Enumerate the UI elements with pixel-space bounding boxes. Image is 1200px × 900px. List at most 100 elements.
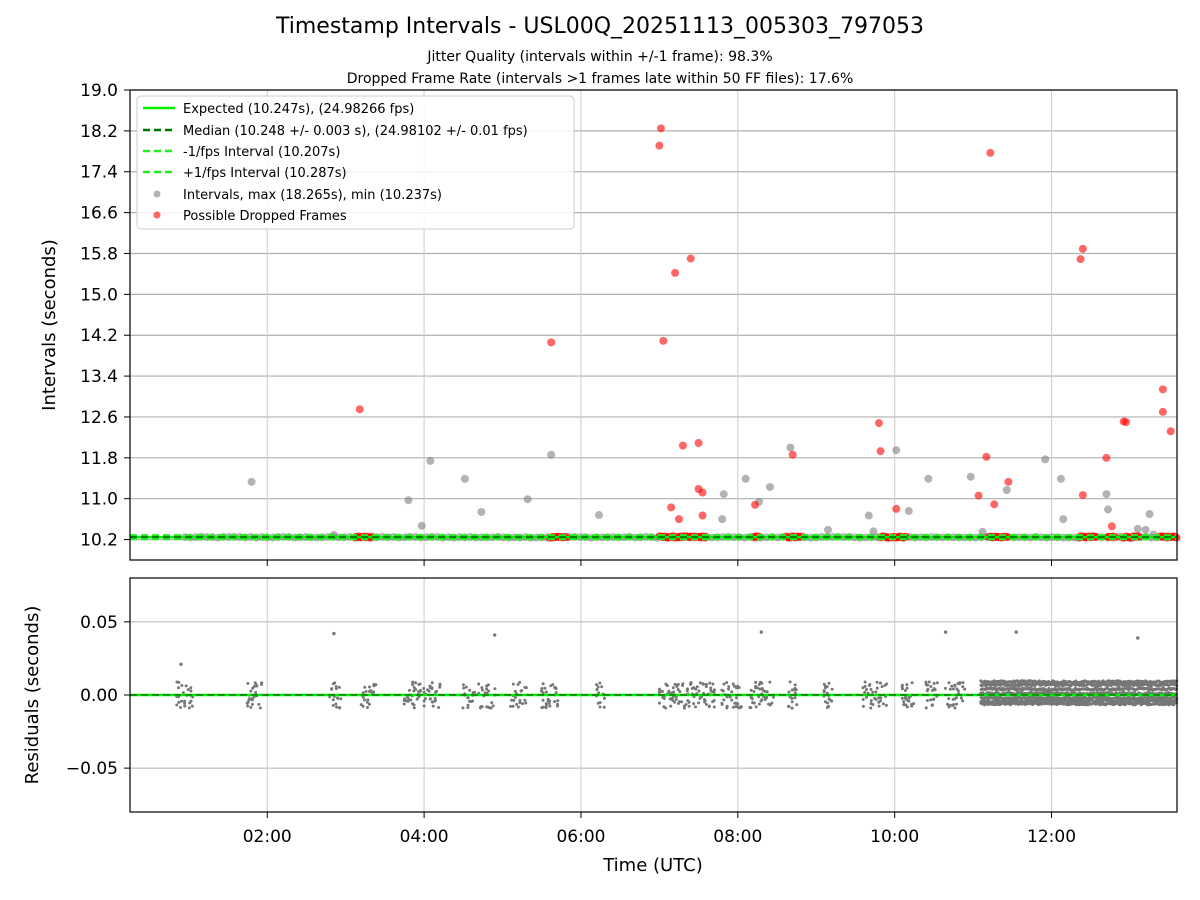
residual-point xyxy=(548,704,552,708)
interval-point xyxy=(547,450,556,459)
residual-point xyxy=(720,702,724,706)
residual-point xyxy=(765,690,769,694)
residual-point xyxy=(461,706,465,710)
interval-point xyxy=(864,511,873,520)
residual-point xyxy=(361,691,365,695)
residual-point xyxy=(676,682,680,686)
residual-point xyxy=(260,681,264,685)
residual-point xyxy=(249,689,253,693)
residual-point xyxy=(961,685,965,689)
residual-point xyxy=(179,699,183,703)
residual-point xyxy=(880,685,884,689)
residual-point xyxy=(765,695,769,699)
residual-point xyxy=(247,697,251,701)
dropped-frame-point xyxy=(1004,477,1013,486)
residual-point xyxy=(184,684,188,688)
residual-point xyxy=(422,690,426,694)
dropped-frame-point xyxy=(355,405,364,414)
residual-point xyxy=(786,704,790,708)
residual-point xyxy=(363,698,367,702)
residual-point xyxy=(466,703,470,707)
residual-point xyxy=(864,687,868,691)
residual-point xyxy=(511,682,515,686)
legend-plus-fps-label: +1/fps Interval (10.287s) xyxy=(183,166,347,181)
residual-outlier-point xyxy=(332,631,336,636)
residual-point xyxy=(595,687,599,691)
residual-point xyxy=(407,688,411,692)
residual-point xyxy=(874,697,878,701)
interval-point xyxy=(978,527,987,536)
residual-point xyxy=(178,705,182,709)
residual-point xyxy=(947,705,951,709)
residual-point xyxy=(367,685,371,689)
dropped-frame-point xyxy=(667,503,676,512)
dropped-frame-point xyxy=(990,500,999,509)
top-y-tick-label: 16.6 xyxy=(80,204,118,224)
residual-point xyxy=(414,688,418,692)
residual-outlier-point xyxy=(759,630,764,634)
residual-point xyxy=(957,681,961,685)
interval-point xyxy=(1041,455,1050,464)
residual-point xyxy=(694,687,698,691)
residual-point xyxy=(953,683,957,687)
residual-point xyxy=(411,683,415,687)
residual-point xyxy=(598,701,602,705)
residual-point xyxy=(749,706,753,710)
residual-point xyxy=(253,681,257,685)
residual-point xyxy=(412,706,416,710)
residual-point xyxy=(667,691,671,695)
residual-point xyxy=(752,690,756,694)
x-tick-label: 12:00 xyxy=(1027,827,1076,847)
residual-point xyxy=(177,686,181,690)
residual-point xyxy=(827,681,831,685)
bottom-y-tick-label: −0.05 xyxy=(66,759,118,779)
residual-point xyxy=(793,696,797,700)
jitter-quality-subtitle: Jitter Quality (intervals within +/-1 fr… xyxy=(427,49,773,65)
top-plot-frame xyxy=(129,89,1178,561)
residual-point xyxy=(950,684,954,688)
residual-point xyxy=(823,700,827,704)
residual-point xyxy=(879,696,883,700)
residual-point xyxy=(367,702,371,706)
legend-minus-fps-label: -1/fps Interval (10.207s) xyxy=(183,145,340,160)
residual-point xyxy=(431,704,435,708)
residual-point xyxy=(756,686,760,690)
residual-outlier-point xyxy=(943,630,948,634)
residual-point xyxy=(409,698,413,702)
interval-point xyxy=(247,477,256,486)
residual-point xyxy=(924,706,928,710)
dropped-frame-point xyxy=(656,124,665,133)
residual-point xyxy=(731,682,735,686)
residual-point xyxy=(255,684,259,688)
residual-point xyxy=(669,704,673,708)
interval-point xyxy=(966,472,975,481)
residual-point xyxy=(903,689,907,693)
residual-point xyxy=(553,700,557,704)
residual-point xyxy=(250,698,254,702)
interval-point xyxy=(460,474,469,483)
residual-point xyxy=(727,685,731,689)
residual-point xyxy=(249,705,253,709)
residual-point xyxy=(428,684,432,688)
residual-point xyxy=(902,700,906,704)
interval-point xyxy=(869,527,878,536)
residual-point xyxy=(672,690,676,694)
residual-point xyxy=(721,689,725,693)
residual-point xyxy=(863,684,867,688)
residual-point xyxy=(554,685,558,689)
residual-point xyxy=(548,699,552,703)
residual-point xyxy=(790,697,794,701)
residual-point xyxy=(183,699,187,703)
residual-point xyxy=(926,683,930,687)
residual-point xyxy=(830,699,834,703)
x-tick-label: 02:00 xyxy=(243,827,292,847)
residual-point xyxy=(689,683,693,687)
residual-point xyxy=(438,683,442,687)
residual-point xyxy=(830,687,834,691)
top-y-tick-label: 19.0 xyxy=(80,81,118,101)
residual-point xyxy=(869,699,873,703)
residual-point xyxy=(875,686,879,690)
dropped-frame-point xyxy=(874,419,883,428)
residual-point xyxy=(547,701,551,705)
